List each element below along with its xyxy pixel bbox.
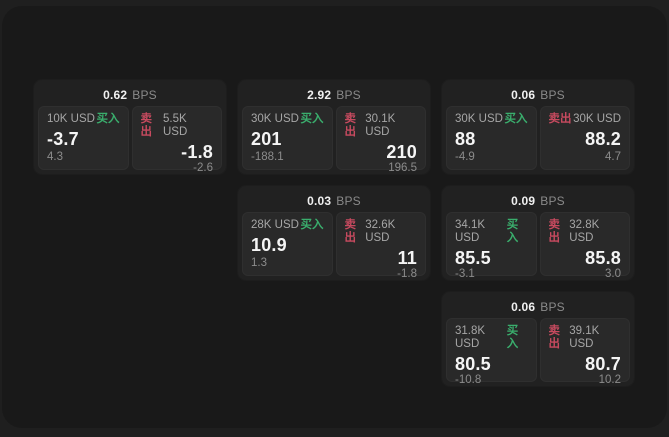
buy-price: -3.7	[47, 129, 79, 149]
quote-card: 0.06 BPS 31.8K USD 买入 80.5 -10.8 卖出 39.1…	[442, 292, 634, 386]
buy-delta: -188.1	[251, 151, 284, 163]
buy-amount: 31.8K USD	[455, 325, 486, 350]
sell-label: 卖出	[548, 113, 572, 125]
bps-header: 0.03 BPS	[242, 190, 426, 212]
buy-label: 买入	[504, 113, 528, 125]
buy-price: 201	[251, 129, 282, 149]
sell-price: 80.7	[585, 354, 621, 374]
quote-card: 0.62 BPS 10K USD 买入 -3.7 4.3 卖出 5.5K USD…	[34, 80, 226, 174]
buy-delta: -3.1	[455, 268, 475, 280]
sell-price: -1.8	[181, 142, 213, 162]
buy-amount: 28K USD	[251, 219, 299, 231]
buy-delta: -10.8	[455, 374, 482, 386]
buy-panel[interactable]: 30K USD 买入 201 -188.1	[242, 106, 333, 170]
bps-header: 0.06 BPS	[446, 296, 630, 318]
bps-unit-label: BPS	[540, 194, 565, 208]
bps-value: 0.06	[511, 88, 536, 102]
buy-delta: -4.9	[455, 151, 475, 163]
sell-amount: 39.1K USD	[569, 325, 600, 350]
quote-card: 2.92 BPS 30K USD 买入 201 -188.1 卖出 30.1K …	[238, 80, 430, 174]
sell-label: 卖出	[344, 113, 357, 138]
buy-panel[interactable]: 30K USD 买入 88 -4.9	[446, 106, 537, 170]
buy-amount: 10K USD	[47, 113, 95, 125]
sell-delta: -1.8	[397, 268, 417, 280]
sell-delta: 3.0	[605, 268, 621, 280]
buy-price: 85.5	[455, 248, 491, 268]
buy-amount: 34.1K USD	[455, 219, 486, 244]
sell-panel[interactable]: 卖出 30.1K USD 210 196.5	[335, 106, 426, 174]
sell-label: 卖出	[140, 113, 153, 138]
sell-amount: 32.6K USD	[365, 219, 396, 244]
sell-amount: 5.5K USD	[162, 113, 188, 138]
sell-label: 卖出	[548, 325, 561, 350]
buy-delta: 4.3	[47, 151, 63, 163]
buy-panel[interactable]: 31.8K USD 买入 80.5 -10.8	[446, 318, 537, 386]
sell-panel[interactable]: 卖出 5.5K USD -1.8 -2.6	[131, 106, 222, 174]
buy-label: 买入	[506, 325, 519, 350]
sell-label: 卖出	[548, 219, 561, 244]
sell-price: 11	[397, 248, 417, 268]
sell-panel[interactable]: 卖出 32.8K USD 85.8 3.0	[539, 212, 630, 280]
bps-header: 2.92 BPS	[242, 84, 426, 106]
quote-card: 0.09 BPS 34.1K USD 买入 85.5 -3.1 卖出 32.8K…	[442, 186, 634, 280]
bps-unit-label: BPS	[336, 88, 361, 102]
buy-label: 买入	[506, 219, 519, 244]
buy-panel[interactable]: 28K USD 买入 10.9 1.3	[242, 212, 333, 276]
bps-value: 0.03	[307, 194, 332, 208]
bps-header: 0.09 BPS	[446, 190, 630, 212]
buy-label: 买入	[300, 113, 324, 125]
bps-unit-label: BPS	[540, 88, 565, 102]
quote-card: 0.06 BPS 30K USD 买入 88 -4.9 卖出 30K USD 8…	[442, 80, 634, 174]
quote-cards-grid: 0.62 BPS 10K USD 买入 -3.7 4.3 卖出 5.5K USD…	[34, 80, 634, 386]
buy-panel[interactable]: 34.1K USD 买入 85.5 -3.1	[446, 212, 537, 280]
bps-value: 0.09	[511, 194, 536, 208]
sell-label: 卖出	[344, 219, 357, 244]
bps-value: 0.06	[511, 300, 536, 314]
quote-card: 0.03 BPS 28K USD 买入 10.9 1.3 卖出 32.6K US…	[238, 186, 430, 280]
bps-unit-label: BPS	[132, 88, 157, 102]
bps-value: 2.92	[307, 88, 332, 102]
buy-delta: 1.3	[251, 257, 267, 269]
bps-unit-label: BPS	[336, 194, 361, 208]
sell-delta: 4.7	[605, 151, 621, 163]
sell-panel[interactable]: 卖出 39.1K USD 80.7 10.2	[539, 318, 630, 386]
bps-header: 0.62 BPS	[38, 84, 222, 106]
sell-delta: 196.5	[388, 162, 417, 174]
buy-price: 10.9	[251, 235, 287, 255]
buy-panel[interactable]: 10K USD 买入 -3.7 4.3	[38, 106, 129, 170]
bps-header: 0.06 BPS	[446, 84, 630, 106]
sell-price: 88.2	[585, 129, 621, 149]
buy-amount: 30K USD	[251, 113, 299, 125]
bps-value: 0.62	[103, 88, 128, 102]
bps-unit-label: BPS	[540, 300, 565, 314]
buy-label: 买入	[300, 219, 324, 231]
sell-amount: 30K USD	[573, 113, 621, 125]
sell-delta: -2.6	[193, 162, 213, 174]
buy-price: 88	[455, 129, 476, 149]
sell-price: 210	[386, 142, 417, 162]
sell-delta: 10.2	[598, 374, 621, 386]
buy-price: 80.5	[455, 354, 491, 374]
sell-panel[interactable]: 卖出 30K USD 88.2 4.7	[539, 106, 630, 170]
sell-amount: 30.1K USD	[365, 113, 396, 138]
buy-label: 买入	[96, 113, 120, 125]
buy-amount: 30K USD	[455, 113, 503, 125]
sell-amount: 32.8K USD	[569, 219, 600, 244]
sell-panel[interactable]: 卖出 32.6K USD 11 -1.8	[335, 212, 426, 280]
sell-price: 85.8	[585, 248, 621, 268]
